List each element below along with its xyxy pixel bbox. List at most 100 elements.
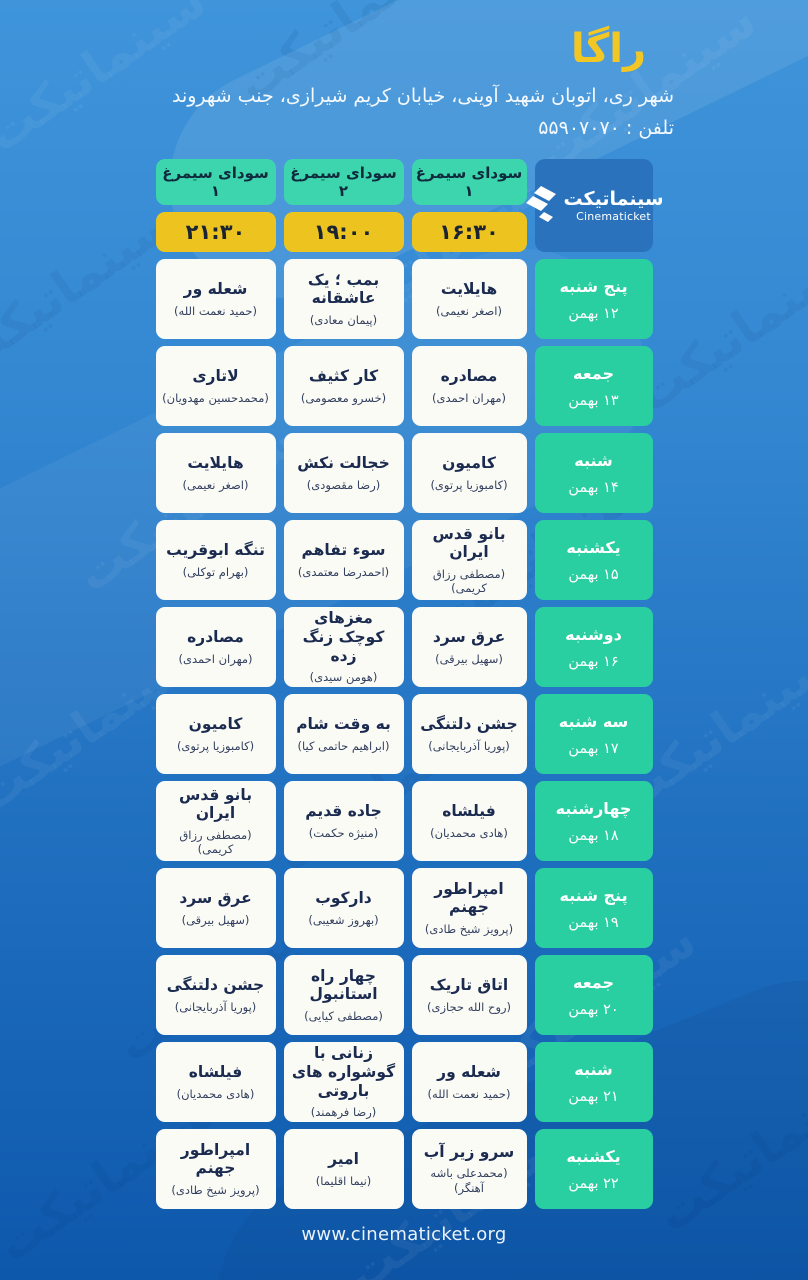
- film-title: شعله ور: [183, 280, 248, 299]
- film-title: مصادره: [440, 367, 498, 386]
- film-title: مغزهای کوچک زنگ زده: [302, 609, 385, 665]
- film-cell: دارکوب (بهروز شعیبی): [283, 868, 404, 948]
- day-cell: پنج شنبه ۱۲ بهمن: [534, 259, 653, 339]
- film-cell: جشن دلتنگی (پوریا آذربایجانی): [155, 955, 276, 1035]
- film-title: فیلشاه: [442, 802, 496, 821]
- brand-name-fa: سینماتیکت: [563, 187, 664, 210]
- footer-url: www.cinematicket.org: [301, 1224, 507, 1245]
- film-cell: فیلشاه (هادی محمدیان): [155, 1042, 276, 1122]
- film-cell: کامیون (کامبوزیا پرتوی): [155, 694, 276, 774]
- film-director: (مصطفی رزاق کریمی): [432, 566, 506, 596]
- film-director: (محمدحسین مهدویان): [162, 390, 269, 405]
- film-director: (مصطفی رزاق کریمی): [179, 827, 252, 857]
- day-cell: پنج شنبه ۱۹ بهمن: [534, 868, 653, 948]
- day-cell: جمعه ۱۳ بهمن: [534, 346, 653, 426]
- day-cell: چهارشنبه ۱۸ بهمن: [534, 781, 653, 861]
- film-director: (پیمان معادی): [309, 312, 378, 327]
- film-director: (پرویز شیخ طادی): [424, 921, 514, 936]
- header: راگا شهر ری، اتوبان شهید آوینی، خیابان ک…: [0, 0, 808, 141]
- day-cell: دوشنبه ۱۶ بهمن: [534, 607, 653, 687]
- cinema-phone: تلفن : ۵۵۹۰۷۰۷۰: [538, 117, 674, 139]
- day-name: یکشنبه: [566, 1146, 621, 1166]
- film-title: کامیون: [188, 715, 243, 734]
- cinema-address: شهر ری، اتوبان شهید آوینی، خیابان کریم ش…: [171, 85, 674, 107]
- film-cell: سرو زیر آب (محمدعلی باشه آهنگر): [411, 1129, 527, 1209]
- film-director: (بهروز شعیبی): [308, 912, 379, 927]
- day-date: ۱۳ بهمن: [568, 392, 619, 409]
- film-director: (هادی محمدیان): [430, 825, 508, 840]
- film-director: (بهرام توکلی): [182, 564, 249, 579]
- film-cell: لاتاری (محمدحسین مهدویان): [155, 346, 276, 426]
- film-title: امپراطور جهنم: [180, 1140, 251, 1178]
- film-title: چهار راه استانبول: [309, 966, 378, 1004]
- film-director: (نیما اقلیما): [315, 1173, 372, 1188]
- film-cell: فیلشاه (هادی محمدیان): [411, 781, 527, 861]
- film-cell: بانو قدس ایران (مصطفی رزاق کریمی): [155, 781, 276, 861]
- film-cell: شعله ور (حمید نعمت الله): [155, 259, 276, 339]
- film-title: فیلشاه: [188, 1063, 243, 1082]
- film-title: کامیون: [442, 454, 496, 473]
- day-name: سه شنبه: [558, 711, 629, 731]
- film-title: جاده قدیم: [305, 802, 382, 821]
- day-cell: یکشنبه ۲۲ بهمن: [534, 1129, 653, 1209]
- film-cell: مغزهای کوچک زنگ زده (هومن سیدی): [283, 607, 404, 687]
- film-title: زنانی با گوشواره های باروتی: [291, 1044, 396, 1100]
- film-title: بانو قدس ایران: [432, 524, 506, 562]
- day-date: ۱۴ بهمن: [568, 479, 619, 496]
- film-director: (هومن سیدی): [309, 670, 378, 685]
- film-cell: هایلایت (اصغر نعیمی): [411, 259, 527, 339]
- film-director: (ابراهیم حاتمی کیا): [297, 738, 390, 753]
- film-director: (مهران احمدی): [178, 651, 253, 666]
- brand-name-en: Cinematicket: [576, 209, 651, 223]
- film-cell: چهار راه استانبول (مصطفی کیایی): [283, 955, 404, 1035]
- day-cell: شنبه ۱۴ بهمن: [534, 433, 653, 513]
- film-title: بانو قدس ایران: [178, 785, 253, 823]
- film-title: تنگه ابوقریب: [166, 541, 265, 560]
- film-cell: عرق سرد (سهیل بیرقی): [155, 868, 276, 948]
- film-title: سوء تفاهم: [301, 541, 386, 560]
- day-cell: شنبه ۲۱ بهمن: [534, 1042, 653, 1122]
- time-cell-1900: ۱۹:۰۰: [283, 212, 404, 252]
- film-cell: کار کثیف (خسرو معصومی): [283, 346, 404, 426]
- film-title: هایلایت: [440, 280, 498, 299]
- day-date: ۱۵ بهمن: [568, 566, 619, 583]
- film-cell: اتاق تاریک (روح الله حجازی): [411, 955, 527, 1035]
- film-cell: امپراطور جهنم (پرویز شیخ طادی): [155, 1129, 276, 1209]
- schedule-grid: سینماتیکت Cinematicket سودای سیمرغ ۱ سود…: [155, 159, 665, 1209]
- film-title: خجالت نکش: [297, 454, 390, 473]
- film-director: (کامبوزیا پرتوی): [176, 738, 255, 753]
- film-title: اتاق تاریک: [429, 976, 509, 995]
- film-cell: بانو قدس ایران (مصطفی رزاق کریمی): [411, 520, 527, 600]
- film-cell: تنگه ابوقریب (بهرام توکلی): [155, 520, 276, 600]
- film-director: (پوریا آذربایجانی): [174, 999, 257, 1014]
- day-name: پنج شنبه: [559, 885, 628, 905]
- day-name: شنبه: [574, 450, 613, 470]
- day-date: ۱۶ بهمن: [568, 653, 619, 670]
- film-director: (خسرو معصومی): [300, 390, 387, 405]
- film-title: دارکوب: [315, 889, 372, 908]
- screen-header-2130: سودای سیمرغ ۱: [155, 159, 276, 205]
- film-director: (مصطفی کیایی): [304, 1008, 383, 1023]
- film-director: (مهران احمدی): [431, 390, 507, 405]
- day-date: ۱۸ بهمن: [568, 827, 619, 844]
- film-title: به وقت شام: [296, 715, 391, 734]
- film-cell: شعله ور (حمید نعمت الله): [411, 1042, 527, 1122]
- film-title: سرو زیر آب: [423, 1142, 515, 1161]
- film-director: (روح الله حجازی): [426, 999, 512, 1014]
- day-date: ۱۲ بهمن: [568, 305, 619, 322]
- film-director: (رضا فرهمند): [310, 1105, 377, 1120]
- film-cell: کامیون (کامبوزیا پرتوی): [411, 433, 527, 513]
- film-title: هایلایت: [187, 454, 244, 473]
- day-name: شنبه: [574, 1059, 613, 1079]
- film-director: (حمید نعمت الله): [174, 303, 257, 318]
- film-director: (حمید نعمت الله): [427, 1086, 511, 1101]
- film-cell: بمب ؛ یک عاشقانه (پیمان معادی): [283, 259, 404, 339]
- film-title: امیر: [328, 1150, 359, 1169]
- film-director: (هادی محمدیان): [176, 1086, 255, 1101]
- film-title: عرق سرد: [179, 889, 252, 908]
- day-date: ۲۲ بهمن: [568, 1175, 619, 1192]
- day-cell: یکشنبه ۱۵ بهمن: [534, 520, 653, 600]
- film-title: امپراطور جهنم: [434, 879, 504, 917]
- day-name: جمعه: [573, 972, 614, 992]
- film-title: لاتاری: [192, 367, 239, 386]
